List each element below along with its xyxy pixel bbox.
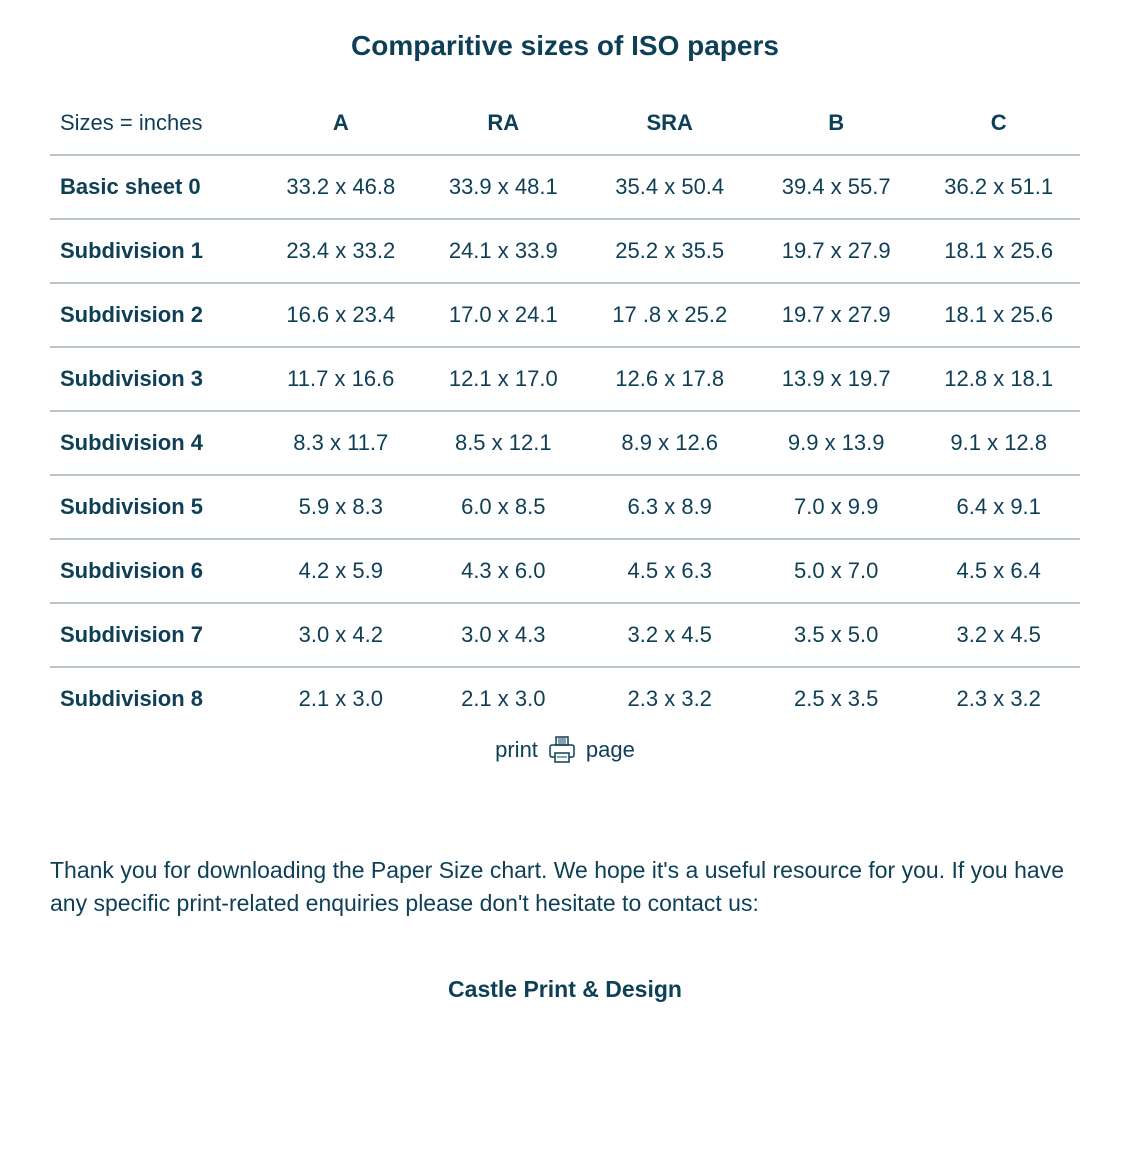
company-name: Castle Print & Design [50, 976, 1080, 1003]
cell-value: 8.9 x 12.6 [585, 411, 755, 475]
paper-sizes-table: Sizes = inches A RA SRA B C Basic sheet … [50, 92, 1080, 730]
table-row: Subdivision 73.0 x 4.23.0 x 4.33.2 x 4.5… [50, 603, 1080, 667]
cell-value: 39.4 x 55.7 [755, 155, 917, 219]
cell-value: 24.1 x 33.9 [422, 219, 584, 283]
cell-value: 9.9 x 13.9 [755, 411, 917, 475]
cell-value: 5.9 x 8.3 [260, 475, 422, 539]
cell-value: 17.0 x 24.1 [422, 283, 584, 347]
cell-value: 8.3 x 11.7 [260, 411, 422, 475]
cell-value: 11.7 x 16.6 [260, 347, 422, 411]
row-label: Subdivision 4 [50, 411, 260, 475]
cell-value: 12.6 x 17.8 [585, 347, 755, 411]
table-row: Subdivision 311.7 x 16.612.1 x 17.012.6 … [50, 347, 1080, 411]
row-label: Subdivision 6 [50, 539, 260, 603]
row-label: Subdivision 1 [50, 219, 260, 283]
row-label: Subdivision 2 [50, 283, 260, 347]
cell-value: 3.5 x 5.0 [755, 603, 917, 667]
cell-value: 12.8 x 18.1 [917, 347, 1080, 411]
cell-value: 25.2 x 35.5 [585, 219, 755, 283]
table-row: Subdivision 82.1 x 3.02.1 x 3.02.3 x 3.2… [50, 667, 1080, 730]
cell-value: 18.1 x 25.6 [917, 283, 1080, 347]
cell-value: 13.9 x 19.7 [755, 347, 917, 411]
table-row: Subdivision 216.6 x 23.417.0 x 24.117 .8… [50, 283, 1080, 347]
row-label: Basic sheet 0 [50, 155, 260, 219]
cell-value: 2.5 x 3.5 [755, 667, 917, 730]
cell-value: 4.3 x 6.0 [422, 539, 584, 603]
cell-value: 7.0 x 9.9 [755, 475, 917, 539]
cell-value: 3.2 x 4.5 [917, 603, 1080, 667]
column-header: SRA [585, 92, 755, 155]
row-label: Subdivision 5 [50, 475, 260, 539]
cell-value: 6.3 x 8.9 [585, 475, 755, 539]
header-left-label: Sizes = inches [50, 92, 260, 155]
column-header: B [755, 92, 917, 155]
row-label: Subdivision 7 [50, 603, 260, 667]
printer-icon [546, 736, 578, 764]
table-row: Subdivision 123.4 x 33.224.1 x 33.925.2 … [50, 219, 1080, 283]
cell-value: 9.1 x 12.8 [917, 411, 1080, 475]
cell-value: 3.0 x 4.2 [260, 603, 422, 667]
cell-value: 6.0 x 8.5 [422, 475, 584, 539]
table-row: Subdivision 48.3 x 11.78.5 x 12.18.9 x 1… [50, 411, 1080, 475]
column-header: C [917, 92, 1080, 155]
cell-value: 6.4 x 9.1 [917, 475, 1080, 539]
cell-value: 17 .8 x 25.2 [585, 283, 755, 347]
row-label: Subdivision 3 [50, 347, 260, 411]
print-text-left: print [495, 737, 538, 763]
cell-value: 2.3 x 3.2 [585, 667, 755, 730]
print-page-link[interactable]: print page [50, 736, 1080, 764]
cell-value: 2.1 x 3.0 [260, 667, 422, 730]
thanks-paragraph: Thank you for downloading the Paper Size… [50, 854, 1080, 921]
print-text-right: page [586, 737, 635, 763]
table-row: Basic sheet 033.2 x 46.833.9 x 48.135.4 … [50, 155, 1080, 219]
column-header: A [260, 92, 422, 155]
cell-value: 23.4 x 33.2 [260, 219, 422, 283]
cell-value: 3.2 x 4.5 [585, 603, 755, 667]
cell-value: 35.4 x 50.4 [585, 155, 755, 219]
cell-value: 4.5 x 6.4 [917, 539, 1080, 603]
cell-value: 4.5 x 6.3 [585, 539, 755, 603]
cell-value: 5.0 x 7.0 [755, 539, 917, 603]
table-row: Subdivision 64.2 x 5.94.3 x 6.04.5 x 6.3… [50, 539, 1080, 603]
table-row: Subdivision 55.9 x 8.36.0 x 8.56.3 x 8.9… [50, 475, 1080, 539]
cell-value: 2.1 x 3.0 [422, 667, 584, 730]
column-header: RA [422, 92, 584, 155]
table-header-row: Sizes = inches A RA SRA B C [50, 92, 1080, 155]
cell-value: 33.9 x 48.1 [422, 155, 584, 219]
page-title: Comparitive sizes of ISO papers [50, 30, 1080, 62]
row-label: Subdivision 8 [50, 667, 260, 730]
cell-value: 8.5 x 12.1 [422, 411, 584, 475]
cell-value: 12.1 x 17.0 [422, 347, 584, 411]
cell-value: 3.0 x 4.3 [422, 603, 584, 667]
cell-value: 2.3 x 3.2 [917, 667, 1080, 730]
cell-value: 36.2 x 51.1 [917, 155, 1080, 219]
cell-value: 33.2 x 46.8 [260, 155, 422, 219]
cell-value: 19.7 x 27.9 [755, 219, 917, 283]
cell-value: 19.7 x 27.9 [755, 283, 917, 347]
cell-value: 16.6 x 23.4 [260, 283, 422, 347]
cell-value: 18.1 x 25.6 [917, 219, 1080, 283]
cell-value: 4.2 x 5.9 [260, 539, 422, 603]
